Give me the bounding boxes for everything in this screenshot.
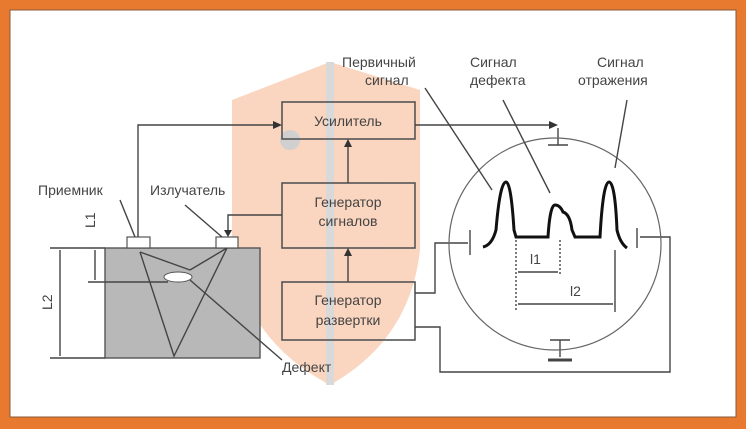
primary-signal-label-2: сигнал: [365, 72, 409, 88]
ultrasound-paths: [139, 247, 228, 358]
arrowheads: [224, 121, 558, 256]
defect-signal-label-1: Сигнал: [470, 54, 517, 70]
reflection-signal-leader: [614, 99, 628, 169]
sweep-gen-label-1: Генератор: [314, 292, 381, 308]
watermark-shield-logo: [232, 62, 420, 385]
emitter-label: Излучатель: [150, 182, 225, 198]
receiver-transducer: [126, 236, 151, 249]
primary-signal-label-1: Первичный: [342, 54, 416, 70]
oscilloscope-screen: [448, 137, 662, 351]
defect-leader: [189, 279, 283, 361]
l2-screen-label: l2: [570, 283, 581, 299]
measurement-guides: [515, 240, 616, 312]
reflection-signal-label-2: отражения: [578, 72, 648, 88]
defect-signal-label-2: дефекта: [470, 72, 526, 88]
specimen: [104, 247, 261, 359]
sweep-gen-label-2: развертки: [316, 312, 381, 328]
wiring: [137, 124, 671, 373]
emitter-transducer: [215, 236, 239, 249]
signal-trace: [482, 180, 628, 250]
defect-signal-leader: [502, 99, 551, 194]
signal-gen-label-1: Генератор: [314, 194, 381, 210]
amplifier-block: [281, 101, 416, 140]
reflection-signal-label-1: Сигнал: [597, 54, 644, 70]
defect-flaw: [163, 271, 193, 283]
distance-arrows: [518, 271, 613, 305]
l2-depth-label: L2: [39, 294, 55, 310]
dimension-lines: [50, 247, 168, 359]
primary-signal-leader: [424, 87, 493, 191]
receiver-label: Приемник: [38, 182, 104, 198]
l1-screen-label: l1: [530, 251, 541, 267]
amplifier-label: Усилитель: [314, 113, 382, 129]
receiver-leader: [119, 199, 136, 238]
l1-depth-label: L1: [82, 212, 98, 228]
defect-label: Дефект: [282, 359, 332, 375]
signal-gen-label-2: сигналов: [319, 213, 378, 229]
emitter-leader: [184, 204, 223, 238]
